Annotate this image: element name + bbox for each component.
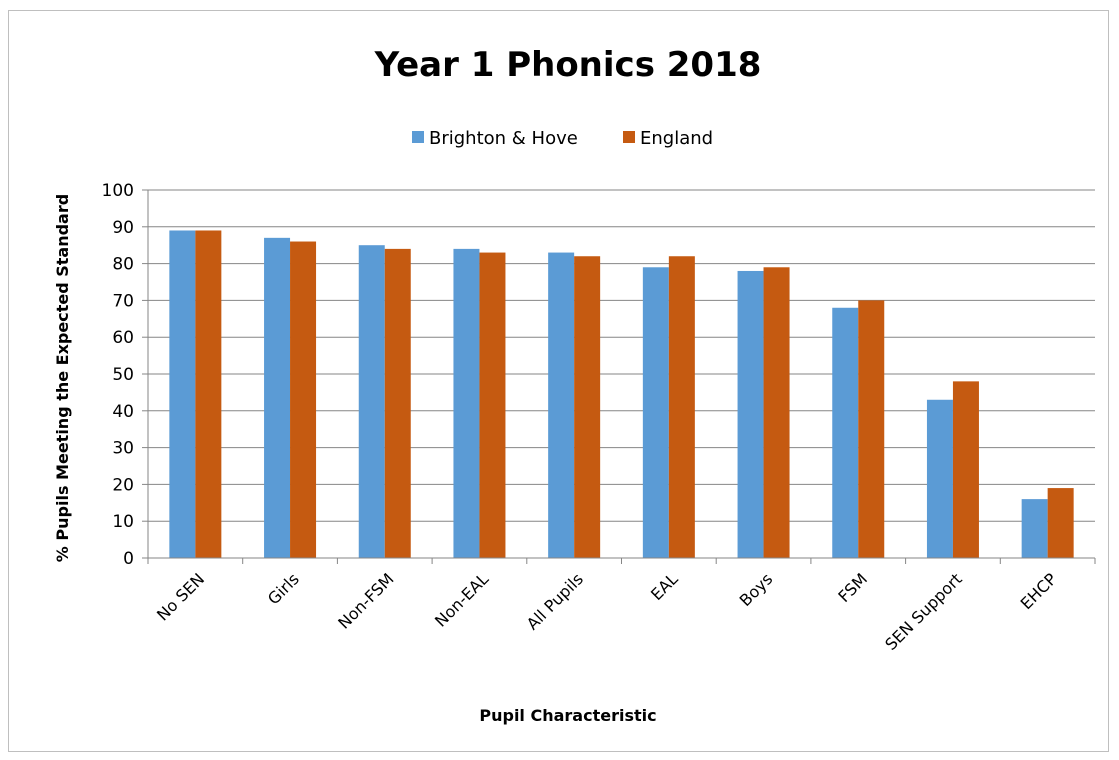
legend-label-brighton-hove: Brighton & Hove (429, 128, 578, 149)
legend: Brighton & Hove England (412, 128, 713, 149)
x-category-label: Non-FSM (334, 569, 397, 632)
bar-england-ehcp (1047, 488, 1074, 558)
bar-england-no-sen (195, 230, 222, 559)
x-category-label: All Pupils (523, 569, 587, 633)
y-tick-label: 10 (112, 512, 134, 532)
y-tick-label: 0 (123, 549, 134, 569)
x-category-label: FSM (834, 569, 871, 606)
x-axis-title: Pupil Characteristic (479, 706, 656, 725)
y-tick-label: 50 (112, 365, 134, 385)
bar-brighton-hove-fsm (832, 307, 859, 558)
y-axis-ticks: 0 10 20 30 40 50 60 70 80 90 100 (102, 181, 148, 569)
bar-brighton-hove-boys (737, 270, 764, 558)
x-category-label: EHCP (1017, 569, 1061, 613)
x-category-label: No SEN (153, 569, 208, 624)
bar-brighton-hove-all-pupils (548, 252, 575, 558)
x-category-label: Non-EAL (431, 569, 492, 630)
bar-england-non-fsm (384, 248, 411, 558)
y-axis-title: % Pupils Meeting the Expected Standard (53, 194, 72, 562)
bar-brighton-hove-girls (264, 237, 291, 558)
x-axis (147, 190, 1096, 564)
chart-title: Year 1 Phonics 2018 (374, 45, 762, 85)
y-tick-label: 80 (112, 255, 134, 275)
y-tick-label: 20 (112, 475, 134, 495)
x-category-label: Girls (264, 569, 303, 608)
bar-england-eal (668, 256, 695, 558)
x-category-label: Boys (736, 569, 777, 610)
x-category-label: SEN Support (881, 569, 966, 654)
bar-england-boys (763, 267, 790, 558)
y-tick-label: 100 (102, 181, 134, 201)
legend-label-england: England (640, 128, 713, 149)
bar-england-all-pupils (574, 256, 601, 558)
legend-swatch-brighton-hove (412, 131, 424, 143)
bar-brighton-hove-sen-support (926, 399, 953, 558)
y-tick-label: 40 (112, 402, 134, 422)
x-category-label: EAL (647, 569, 682, 604)
y-tick-label: 70 (112, 291, 134, 311)
x-axis-categories: No SEN Girls Non-FSM Non-EAL All Pupils EAL Bo… (153, 569, 1061, 654)
bars (169, 230, 1074, 559)
bar-brighton-hove-ehcp (1021, 499, 1048, 558)
bar-england-non-eal (479, 252, 506, 558)
bar-england-sen-support (952, 381, 979, 558)
legend-swatch-england (623, 131, 635, 143)
bar-brighton-hove-no-sen (169, 230, 196, 559)
bar-england-fsm (858, 300, 885, 558)
y-tick-label: 90 (112, 218, 134, 238)
y-tick-label: 30 (112, 439, 134, 459)
bar-brighton-hove-eal (642, 267, 669, 558)
bar-brighton-hove-non-fsm (358, 245, 385, 558)
bar-brighton-hove-non-eal (453, 248, 480, 558)
y-tick-label: 60 (112, 328, 134, 348)
bar-england-girls (290, 241, 317, 558)
